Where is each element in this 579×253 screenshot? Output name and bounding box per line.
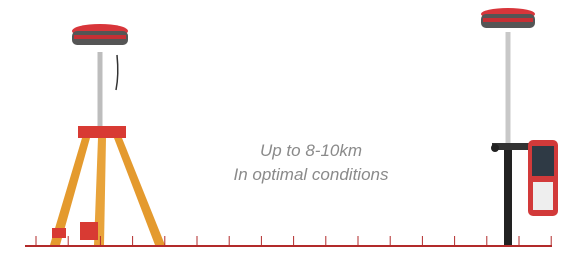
product-illustration: Up to 8-10km In optimal conditions (0, 0, 579, 253)
leg-clamp (80, 222, 98, 240)
caption-line: In optimal conditions (234, 165, 389, 184)
tripod-leg (114, 138, 165, 245)
antenna-cable (116, 55, 118, 90)
right-rover-pole (481, 8, 558, 247)
leg-clamp (52, 228, 66, 238)
caption-line: Up to 8-10km (260, 141, 362, 160)
controller-screen (532, 146, 554, 176)
controller-keys (533, 182, 553, 210)
receiver-band (483, 18, 533, 22)
left-rover-tripod (50, 24, 165, 245)
tripod-head (78, 126, 126, 138)
receiver-band (74, 35, 126, 39)
knob (491, 144, 499, 152)
